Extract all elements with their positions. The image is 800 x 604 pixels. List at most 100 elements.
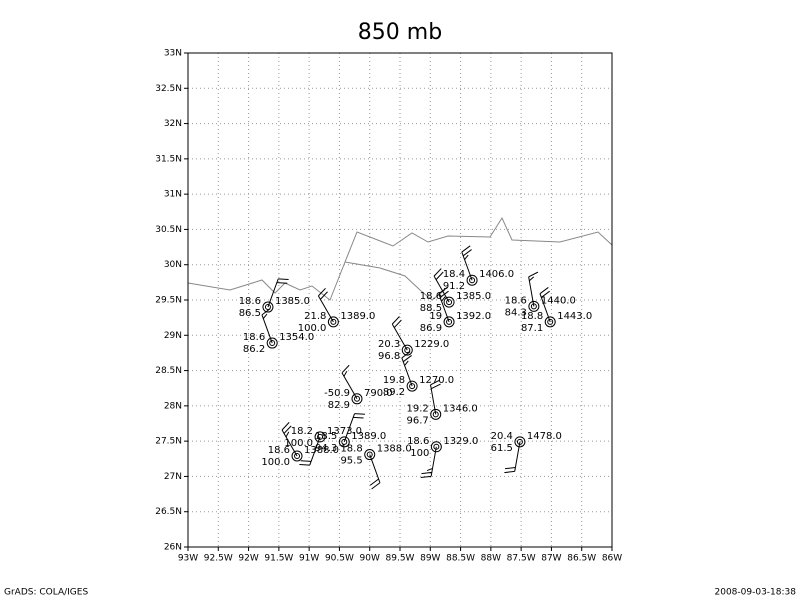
x-tick-label: 87.5W xyxy=(507,554,536,564)
station-marker xyxy=(466,274,478,286)
x-tick-label: 90W xyxy=(360,554,380,564)
y-tick-label: 31N xyxy=(164,190,182,200)
title: 850 mb xyxy=(358,20,442,45)
x-tick-label: 90.5W xyxy=(325,554,354,564)
wind-barb-feather xyxy=(435,271,444,280)
station-upper-right: 1388.0 xyxy=(304,445,339,456)
station-upper-right: 1354.0 xyxy=(279,332,314,343)
station-lower-left: 94.3 xyxy=(315,443,337,454)
wind-barb-feather xyxy=(504,470,515,474)
wind-barb-feather xyxy=(462,249,472,257)
station-marker xyxy=(544,316,556,328)
station-upper-left: 18.6 xyxy=(243,332,265,343)
station-marker-inner xyxy=(446,318,453,325)
station-marker xyxy=(364,449,376,461)
wind-barb-feather xyxy=(391,316,400,325)
wind-barb-feather xyxy=(281,422,290,431)
station-lower-left: 96.8 xyxy=(378,351,400,362)
station-upper-left: 20.3 xyxy=(378,339,400,350)
wind-barb-staff xyxy=(401,357,413,387)
station-upper-right: 1406.0 xyxy=(479,269,514,280)
station-lower-left: 91.2 xyxy=(443,281,465,292)
wind-barb-staff xyxy=(539,293,551,323)
station-upper-right: 1478.0 xyxy=(527,431,562,442)
station-upper-right: 1392.0 xyxy=(456,311,491,322)
wind-barb-staff xyxy=(267,278,279,308)
station-upper-left: 18.4 xyxy=(443,269,465,280)
wind-barb-staff xyxy=(281,429,298,457)
station-upper-right: 1388.0 xyxy=(377,444,412,455)
station-marker xyxy=(430,408,442,420)
y-tick-label: 32N xyxy=(164,119,182,129)
wind-barb-feather xyxy=(318,287,326,297)
station-upper-right: 790.0 xyxy=(364,388,393,399)
station-upper-left: 19.8 xyxy=(383,375,405,386)
wind-barb-feather xyxy=(299,463,310,466)
x-tick-label: 89.5W xyxy=(386,554,415,564)
wind-barb-feather xyxy=(430,383,441,390)
y-tick-label: 28N xyxy=(164,401,182,411)
station-lower-left: 100.0 xyxy=(284,438,313,449)
x-tick-label: 89W xyxy=(420,554,440,564)
station-marker-inner xyxy=(409,383,416,390)
station-upper-right: 1270.0 xyxy=(419,375,454,386)
station-upper-left: 19.2 xyxy=(406,403,428,414)
station-marker-inner xyxy=(341,438,348,445)
station-marker xyxy=(528,300,540,312)
station-marker xyxy=(314,431,326,443)
station-upper-right: 1440.0 xyxy=(541,295,576,306)
wind-barb-staff xyxy=(430,384,437,415)
x-tick-label: 88W xyxy=(481,554,501,564)
wind-barb-feather xyxy=(353,416,364,419)
wind-barb-staff xyxy=(514,441,521,472)
wind-barb-feather xyxy=(529,276,535,282)
wind-barb-feather xyxy=(461,245,471,253)
station-marker-inner xyxy=(330,318,337,325)
x-tick-label: 91W xyxy=(299,554,319,564)
station-upper-left: 20.4 xyxy=(491,431,513,442)
coastline xyxy=(187,216,613,301)
station-upper-left: 21.8 xyxy=(304,311,326,322)
station-marker-inner xyxy=(404,347,411,354)
station-upper-left: 18.6 xyxy=(407,436,429,447)
y-tick-label: 26N xyxy=(164,543,182,553)
station-marker xyxy=(514,436,526,448)
wind-barb-feather xyxy=(441,296,446,302)
wind-barb-feather xyxy=(354,413,365,415)
wind-barb-feather xyxy=(283,425,292,434)
station-upper-left: 18.6 xyxy=(239,296,261,307)
x-tick-label: 88.5W xyxy=(446,554,475,564)
y-tick-label: 28.5N xyxy=(155,366,182,376)
wind-barb-staff xyxy=(528,276,535,307)
y-tick-label: 29N xyxy=(164,331,182,341)
y-tick-label: 33N xyxy=(164,49,182,59)
wind-barb-feather xyxy=(300,460,312,462)
wind-barb-feather xyxy=(341,364,350,374)
station-marker xyxy=(266,337,278,349)
wind-barb-feather xyxy=(528,271,539,278)
wind-barb-feather xyxy=(393,319,402,328)
wind-barb-feather xyxy=(320,291,328,300)
station-marker-inner xyxy=(264,304,271,311)
wind-barb-feather xyxy=(369,478,379,486)
x-tick-label: 86W xyxy=(602,554,622,564)
station-marker xyxy=(406,380,418,392)
station-marker xyxy=(401,344,413,356)
x-tick-label: 92.5W xyxy=(204,554,233,564)
station-marker-inner xyxy=(317,433,324,440)
station-lower-left: 100.0 xyxy=(298,323,327,334)
wind-barb-staff xyxy=(341,372,358,400)
station-upper-right: 1229.0 xyxy=(414,339,449,350)
station-upper-right: 1389.0 xyxy=(340,311,375,322)
station-marker-inner xyxy=(269,340,276,347)
station-upper-right: 1385.0 xyxy=(456,291,491,302)
wind-barb-feather xyxy=(439,290,449,298)
wind-barb-feather xyxy=(433,268,442,277)
station-marker-inner xyxy=(366,451,373,458)
wind-barb-feather xyxy=(430,379,441,386)
station-lower-left: 95.5 xyxy=(340,456,362,467)
station-marker xyxy=(351,393,363,405)
y-tick-label: 31.5N xyxy=(155,154,182,164)
station-upper-left: 18.2 xyxy=(291,426,313,437)
